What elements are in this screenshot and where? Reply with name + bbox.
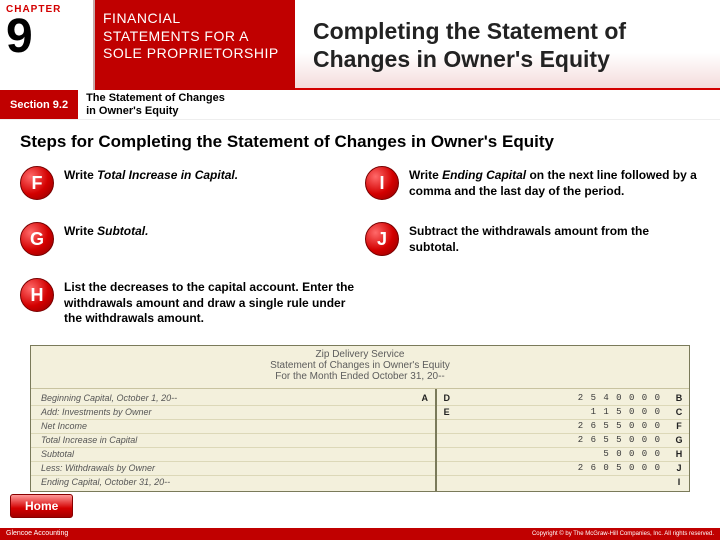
step-H: H List the decreases to the capital acco… [20,278,355,327]
bullet-H: H [20,278,54,312]
step-I: I Write Ending Capital on the next line … [365,166,700,208]
footer-left: Glencoe Accounting [6,528,68,540]
content: Steps for Completing the Statement of Ch… [0,120,720,492]
section-subtitle: The Statement of Changesin Owner's Equit… [78,92,233,116]
step-G-text: Write Subtotal. [64,222,148,240]
steps-grid: F Write Total Increase in Capital. G Wri… [20,166,700,341]
ledger-row: 2 6 0 5 0 0 0J [437,461,689,475]
ledger-row: Subtotal [31,447,435,461]
ledger-header: Zip Delivery Service Statement of Change… [31,346,689,389]
book-title: FINANCIALSTATEMENTS FOR ASOLE PROPRIETOR… [95,0,295,90]
step-J-text: Subtract the withdrawals amount from the… [409,222,700,255]
ledger-row: I [437,475,689,489]
ledger-row: 2 6 5 5 0 0 0F [437,419,689,433]
ledger-row: Beginning Capital, October 1, 20--A [31,391,435,405]
ledger-row: Less: Withdrawals by Owner [31,461,435,475]
step-F-text: Write Total Increase in Capital. [64,166,238,184]
chapter-number: 9 [6,15,87,58]
section-label: Section 9.2 [0,90,78,119]
ledger-head-1: Zip Delivery Service [31,349,689,360]
ledger-row: Add: Investments by Owner [31,405,435,419]
steps-title: Steps for Completing the Statement of Ch… [20,132,700,152]
ledger-head-3: For the Month Ended October 31, 20-- [31,371,689,382]
ledger: Zip Delivery Service Statement of Change… [30,345,690,492]
ledger-row: 2 6 5 5 0 0 0G [437,433,689,447]
ledger-row: Net Income [31,419,435,433]
footer-right: Copyright © by The McGraw-Hill Companies… [532,528,714,540]
ledger-row: D2 5 4 0 0 0 0B [437,391,689,405]
footer: Glencoe Accounting Copyright © by The Mc… [0,528,720,540]
steps-col-right: I Write Ending Capital on the next line … [365,166,700,341]
step-G: G Write Subtotal. [20,222,355,264]
page-title: Completing the Statement of Changes in O… [295,0,720,90]
ledger-head-2: Statement of Changes in Owner's Equity [31,360,689,371]
bullet-G: G [20,222,54,256]
bullet-J: J [365,222,399,256]
step-J: J Subtract the withdrawals amount from t… [365,222,700,264]
home-button[interactable]: Home [10,494,73,518]
bullet-F: F [20,166,54,200]
step-I-text: Write Ending Capital on the next line fo… [409,166,700,199]
step-F: F Write Total Increase in Capital. [20,166,355,208]
steps-col-left: F Write Total Increase in Capital. G Wri… [20,166,355,341]
step-H-text: List the decreases to the capital accoun… [64,278,355,327]
chapter-block: CHAPTER 9 [0,0,95,90]
header: CHAPTER 9 FINANCIALSTATEMENTS FOR ASOLE … [0,0,720,90]
ledger-row: Total Increase in Capital [31,433,435,447]
ledger-row: Ending Capital, October 31, 20-- [31,475,435,489]
ledger-row: 5 0 0 0 0H [437,447,689,461]
bullet-I: I [365,166,399,200]
ledger-left: Beginning Capital, October 1, 20--AAdd: … [31,389,435,491]
ledger-row: E1 1 5 0 0 0C [437,405,689,419]
ledger-right: D2 5 4 0 0 0 0BE1 1 5 0 0 0C2 6 5 5 0 0 … [435,389,689,491]
section-bar: Section 9.2 The Statement of Changesin O… [0,90,720,120]
ledger-body: Beginning Capital, October 1, 20--AAdd: … [31,389,689,491]
